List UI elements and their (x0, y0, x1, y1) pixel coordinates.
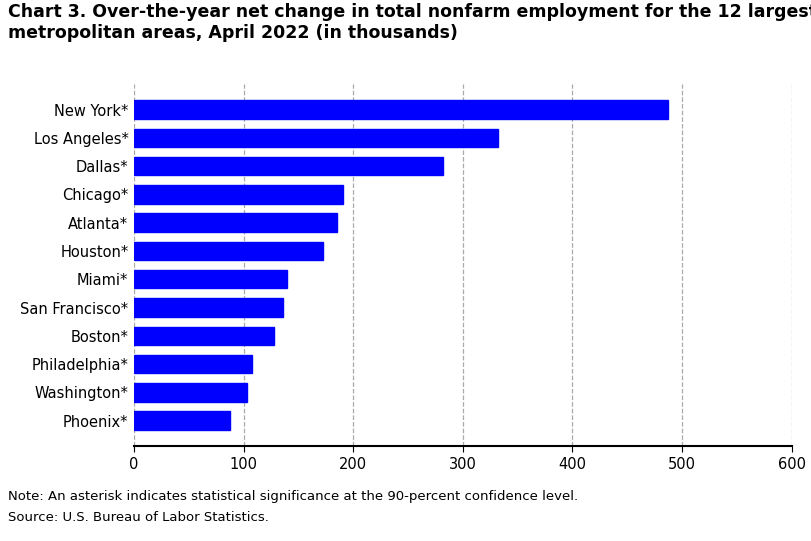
Text: metropolitan areas, April 2022 (in thousands): metropolitan areas, April 2022 (in thous… (8, 24, 457, 42)
Bar (134, 157, 443, 175)
Bar (134, 412, 230, 430)
Bar (134, 327, 274, 345)
Bar (134, 129, 497, 147)
Text: Note: An asterisk indicates statistical significance at the 90-percent confidenc: Note: An asterisk indicates statistical … (8, 490, 577, 503)
Bar (134, 214, 337, 232)
Bar (134, 100, 667, 118)
Text: Source: U.S. Bureau of Labor Statistics.: Source: U.S. Bureau of Labor Statistics. (8, 511, 268, 524)
Text: Chart 3. Over-the-year net change in total nonfarm employment for the 12 largest: Chart 3. Over-the-year net change in tot… (8, 3, 811, 21)
Bar (134, 298, 283, 316)
Bar (134, 355, 252, 373)
Bar (134, 270, 287, 288)
Bar (134, 185, 343, 203)
Bar (134, 383, 247, 401)
Bar (134, 242, 322, 260)
